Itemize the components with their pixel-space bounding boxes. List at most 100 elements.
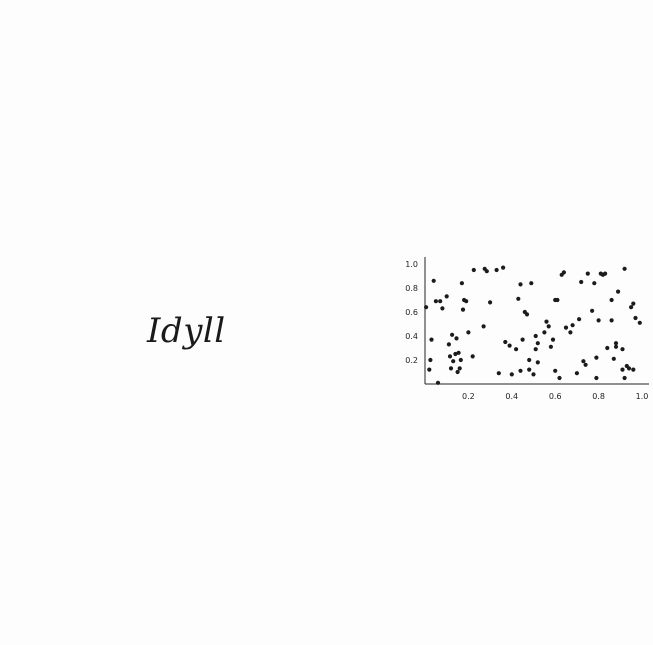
data-point	[629, 305, 634, 310]
data-point	[585, 271, 590, 276]
x-tick-label: 0.4	[505, 392, 518, 401]
data-point	[594, 375, 599, 381]
data-point	[448, 366, 454, 371]
data-point	[501, 265, 506, 270]
data-point	[518, 282, 523, 287]
data-point	[633, 315, 638, 321]
data-point	[509, 372, 514, 377]
data-point	[605, 345, 610, 351]
data-point	[431, 278, 436, 283]
data-point	[546, 324, 551, 329]
data-point	[548, 344, 554, 349]
data-point	[503, 339, 508, 345]
data-point	[453, 351, 458, 357]
data-point	[533, 347, 538, 352]
data-point	[529, 281, 534, 286]
data-point	[428, 357, 433, 363]
x-tick-label: 0.8	[592, 392, 605, 401]
data-point	[594, 355, 599, 360]
data-point	[516, 296, 521, 301]
data-point	[440, 306, 445, 311]
data-point	[535, 360, 540, 365]
data-point	[570, 323, 575, 328]
data-point	[466, 330, 471, 335]
data-point	[424, 305, 429, 310]
data-point	[616, 289, 621, 294]
data-point	[455, 369, 460, 375]
data-point	[435, 380, 441, 385]
data-point	[533, 333, 538, 339]
data-point	[438, 299, 443, 304]
chart-ticks: 0.2 0.4 0.6 0.8 1.0 0.2 0.4 0.6 0.8 1.0	[405, 260, 648, 401]
data-point	[637, 320, 642, 325]
data-point	[459, 281, 464, 286]
data-point	[620, 367, 625, 372]
data-point	[574, 371, 580, 376]
data-point	[622, 375, 627, 381]
data-point	[471, 267, 476, 273]
data-point	[613, 344, 619, 349]
data-point	[464, 299, 469, 304]
data-point	[579, 279, 584, 285]
data-point	[611, 356, 616, 361]
y-tick-label: 0.8	[405, 284, 418, 293]
data-point	[613, 341, 619, 346]
data-point	[592, 281, 597, 286]
data-point	[542, 330, 547, 335]
chart-points	[424, 265, 642, 385]
data-point	[609, 297, 614, 303]
data-point	[518, 368, 523, 373]
data-point	[527, 357, 532, 363]
data-point	[457, 366, 462, 371]
data-point	[553, 368, 558, 373]
chart-axes	[424, 257, 649, 385]
data-point	[631, 301, 636, 306]
data-point	[433, 299, 438, 304]
data-point	[481, 324, 486, 329]
data-point	[557, 375, 562, 381]
data-point	[527, 367, 532, 372]
data-point	[531, 372, 536, 377]
y-tick-label: 0.2	[405, 356, 418, 365]
data-point	[484, 269, 489, 274]
y-tick-label: 0.4	[405, 332, 418, 341]
data-point	[494, 267, 499, 273]
data-point	[583, 362, 588, 367]
data-point	[458, 357, 463, 363]
data-point	[544, 319, 549, 324]
data-point	[577, 317, 582, 322]
data-point	[460, 307, 466, 312]
y-tick-label: 1.0	[405, 260, 418, 269]
data-point	[456, 350, 461, 355]
data-point	[451, 359, 456, 364]
data-point	[524, 312, 530, 317]
data-point	[568, 330, 573, 335]
data-point	[496, 371, 501, 376]
data-point	[609, 318, 614, 323]
data-point	[450, 332, 455, 337]
data-point	[454, 336, 459, 341]
data-point	[429, 337, 434, 342]
data-point	[444, 294, 449, 299]
data-point	[631, 367, 636, 372]
data-point	[563, 325, 569, 330]
data-point	[470, 354, 475, 359]
data-point	[514, 347, 519, 352]
data-point	[446, 342, 451, 347]
data-point	[550, 337, 556, 342]
data-point	[620, 347, 625, 352]
data-point	[603, 271, 608, 276]
data-point	[507, 343, 512, 348]
y-tick-label: 0.6	[405, 308, 418, 317]
data-point	[622, 266, 627, 271]
data-point	[555, 297, 560, 303]
brand-wordmark: Idyll	[147, 311, 226, 351]
x-tick-label: 0.2	[462, 392, 475, 401]
data-point	[561, 270, 567, 275]
data-point	[581, 359, 586, 364]
data-point	[447, 354, 453, 359]
data-point	[535, 341, 540, 346]
data-point	[520, 337, 525, 342]
x-tick-label: 0.6	[549, 392, 562, 401]
data-point	[626, 366, 632, 371]
